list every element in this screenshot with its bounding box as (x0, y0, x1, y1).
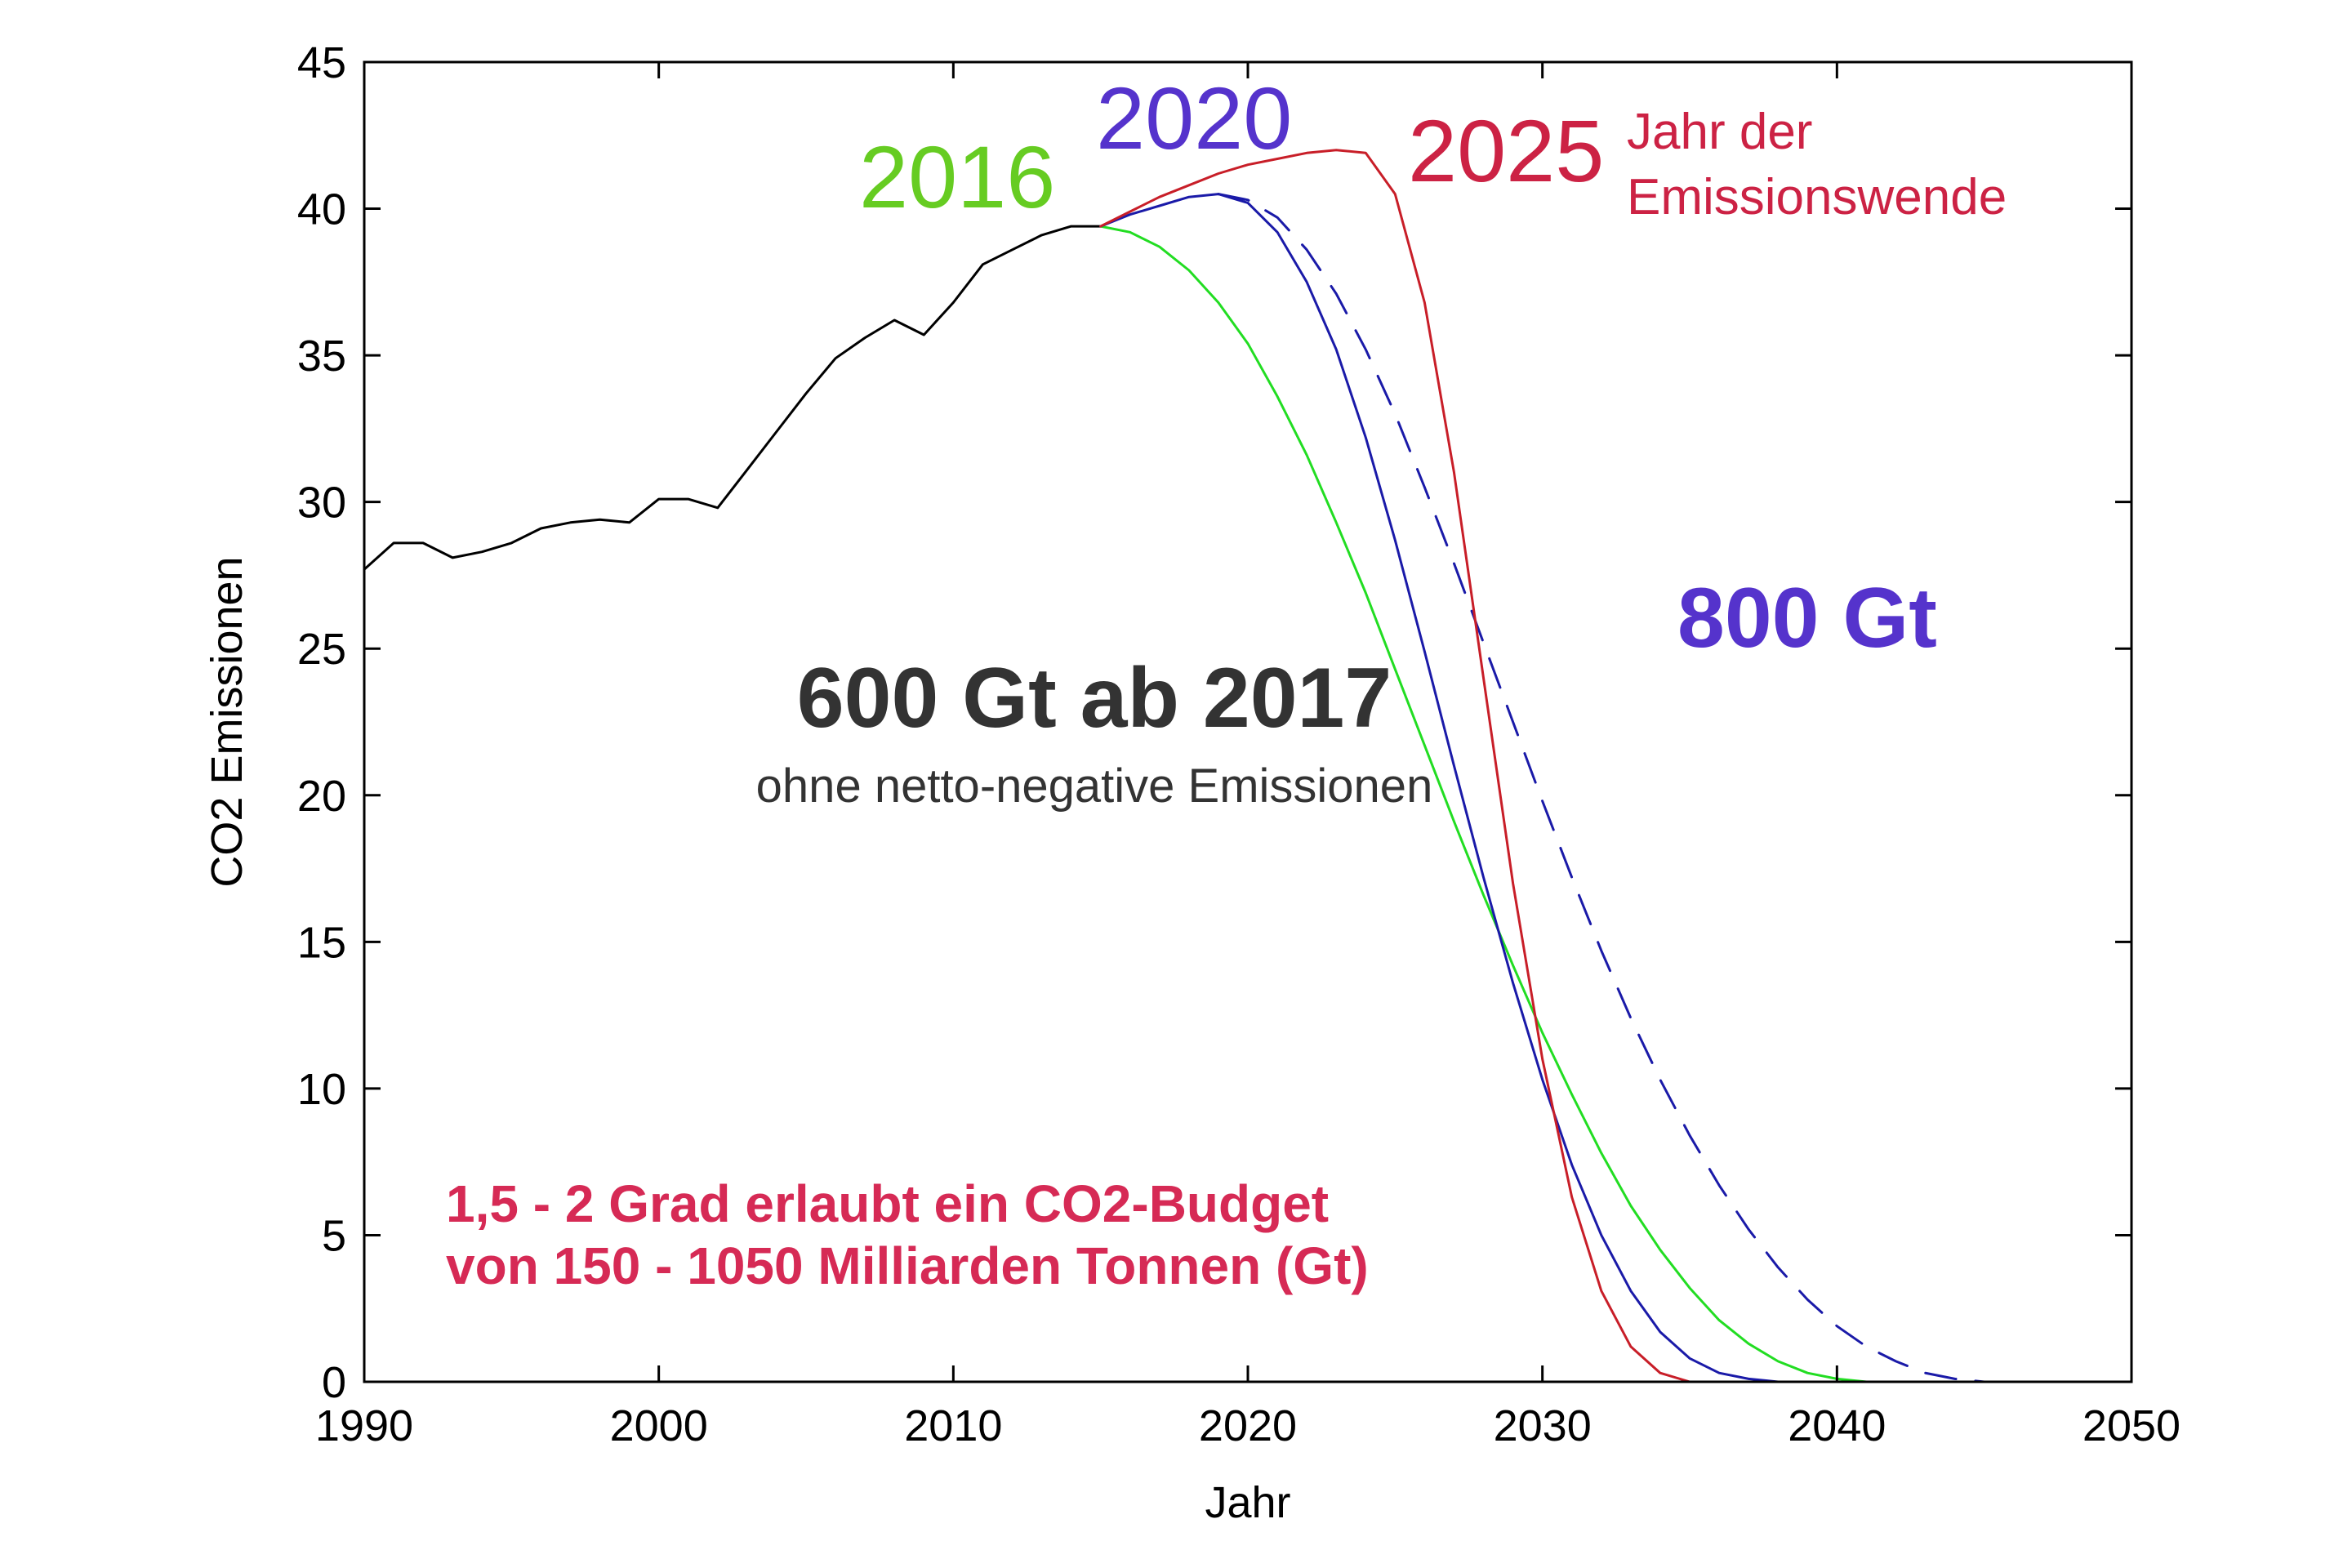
y-tick-label: 30 (297, 479, 346, 528)
series-layer (363, 149, 1986, 1383)
annotation-600gt-subtitle: ohne netto-negative Emissionen (756, 760, 1433, 813)
x-tick-label: 1990 (315, 1401, 413, 1450)
x-tick-label: 2000 (610, 1401, 708, 1450)
series-line-0 (363, 225, 1102, 571)
x-axis-label: Jahr (1205, 1478, 1290, 1527)
annotation-2025: 2025 (1408, 101, 1604, 200)
annotation-budget-line1: 1,5 - 2 Grad erlaubt ein CO2-Budget (446, 1174, 1329, 1233)
x-tick-label: 2040 (1788, 1401, 1886, 1450)
y-tick-label: 5 (322, 1211, 346, 1260)
annotation-600gt: 600 Gt ab 2017 (797, 651, 1392, 746)
y-tick-label: 45 (297, 38, 346, 87)
x-tick-label: 2010 (904, 1401, 1002, 1450)
x-tick-label: 2020 (1199, 1401, 1297, 1450)
y-tick-label: 40 (297, 185, 346, 234)
tick-layer: 1990 2000 2010 2020 2030 2040 2050051015202530… (297, 38, 2180, 1450)
y-tick-label: 0 (322, 1358, 346, 1407)
annotation-800gt: 800 Gt (1677, 571, 1937, 666)
y-axis-label: CO2 Emissionen (203, 556, 252, 887)
y-tick-label: 10 (297, 1065, 346, 1114)
y-tick-label: 15 (297, 918, 346, 967)
y-tick-label: 25 (297, 625, 346, 674)
annotation-2020: 2020 (1096, 69, 1292, 167)
y-tick-label: 35 (297, 332, 346, 381)
annotation-budget-line2: von 150 - 1050 Milliarden Tonnen (Gt) (446, 1236, 1369, 1295)
annotation-wende-line1: Jahr der (1627, 104, 1812, 160)
x-tick-label: 2050 (2082, 1401, 2180, 1450)
annotation-wende-line2: Emissionswende (1627, 169, 2007, 225)
x-tick-label: 2030 (1494, 1401, 1592, 1450)
y-tick-label: 20 (297, 772, 346, 821)
series-line-3 (1217, 193, 1986, 1383)
series-line-1 (1099, 225, 1868, 1383)
series-line-2 (1099, 193, 1780, 1383)
series-line-4 (1099, 149, 1691, 1383)
annotation-2016: 2016 (859, 127, 1055, 226)
